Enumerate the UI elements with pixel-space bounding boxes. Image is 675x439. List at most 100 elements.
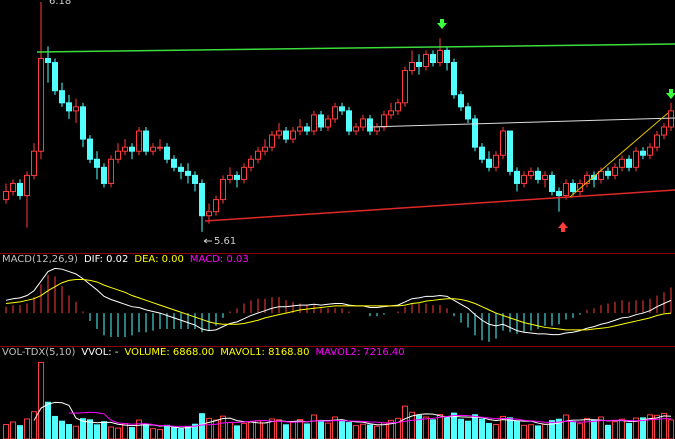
- candle-body: [150, 146, 156, 152]
- candle-body: [339, 106, 345, 112]
- candle-body: [542, 174, 548, 180]
- volume-bar: [73, 425, 79, 439]
- volume-bar: [577, 423, 583, 439]
- volume-bar: [346, 422, 352, 439]
- candle-body: [255, 150, 261, 160]
- low-label: 5.61: [214, 236, 236, 247]
- candle-body: [493, 154, 499, 168]
- volume-bar: [192, 423, 198, 439]
- price-panel: 6.18 5.61: [3, 0, 674, 247]
- volume-bar: [122, 423, 128, 439]
- candle-body: [437, 49, 443, 63]
- candle-body: [94, 158, 100, 168]
- candle-body: [430, 53, 436, 63]
- volume-bar: [227, 422, 233, 439]
- volume-bar: [115, 427, 121, 439]
- candle-body: [563, 182, 569, 197]
- volume-bar: [171, 426, 177, 439]
- trend-line: [569, 112, 669, 198]
- candle-body: [136, 130, 142, 152]
- candle-body: [549, 174, 555, 193]
- candle-body: [556, 191, 562, 197]
- volume-bar: [570, 421, 576, 439]
- candle-body: [346, 110, 352, 132]
- candle-body: [605, 170, 611, 176]
- candle-body: [423, 53, 429, 68]
- candle-body: [402, 70, 408, 104]
- candle-body: [52, 61, 58, 92]
- indicator-label: VOLUME: 6868.00: [124, 347, 214, 358]
- candle-body: [367, 118, 373, 132]
- candle-body: [598, 170, 604, 180]
- volume-bar: [472, 414, 478, 439]
- candle-body: [465, 106, 471, 120]
- candle-body: [318, 114, 324, 128]
- volume-bar: [402, 405, 408, 439]
- indicator-line: [5, 267, 672, 336]
- indicator-label: VOL-TDX(5,10): [2, 347, 75, 358]
- trend-line: [204, 189, 675, 222]
- volume-bar: [416, 415, 422, 439]
- volume-bar: [52, 415, 58, 439]
- low-pointer: [203, 238, 212, 244]
- volume-bar: [430, 419, 436, 439]
- candle-body: [570, 182, 576, 193]
- indicator-label: MACD: 0.03: [190, 254, 249, 265]
- candle-body: [304, 126, 310, 132]
- candle-body: [241, 166, 247, 180]
- candle-body: [269, 134, 275, 148]
- candle-body: [619, 158, 625, 168]
- volume-bar: [668, 419, 674, 439]
- volume-bar: [626, 422, 632, 439]
- candle-body: [101, 166, 107, 184]
- volume-bar: [311, 414, 317, 439]
- volume-bar: [185, 426, 191, 439]
- candle-body: [332, 106, 338, 120]
- candle-body: [633, 150, 639, 168]
- volume-bar: [549, 420, 555, 439]
- sell-arrow: [666, 89, 675, 99]
- candle-body: [500, 130, 506, 156]
- candle-body: [122, 146, 128, 152]
- volume-bar: [654, 414, 660, 439]
- volume-bar: [297, 419, 303, 439]
- indicator-line: [5, 279, 672, 331]
- candle-body: [668, 110, 674, 128]
- candle-body: [129, 146, 135, 152]
- volume-bar: [31, 411, 37, 439]
- candle-body: [192, 174, 198, 184]
- indicator-label: MAVOL2: 7216.40: [315, 347, 404, 358]
- volume-bar: [353, 425, 359, 439]
- volume-bar: [178, 428, 184, 439]
- volume-bar: [367, 424, 373, 439]
- volume-bar: [423, 416, 429, 439]
- candle-body: [220, 178, 226, 201]
- volume-bar: [17, 425, 23, 439]
- macd-panel: MACD(12,26,9) DIF: 0.02 DEA: 0.00 MACD: 0.0…: [2, 254, 672, 342]
- candle-body: [171, 158, 177, 168]
- candle-body: [213, 199, 219, 213]
- volume-bar: [444, 417, 450, 439]
- candle-body: [227, 174, 233, 180]
- trend-line: [369, 117, 675, 128]
- candle-body: [647, 146, 653, 156]
- volume-bar: [535, 425, 541, 439]
- candle-body: [59, 90, 65, 104]
- volume-bar: [129, 427, 135, 439]
- indicator-label: VVOL: -: [81, 347, 118, 358]
- volume-bar: [388, 419, 394, 439]
- volume-bar: [507, 417, 513, 439]
- volume-bar: [318, 421, 324, 439]
- candle-body: [283, 130, 289, 140]
- candle-body: [164, 146, 170, 160]
- candle-body: [612, 166, 618, 176]
- candle-body: [661, 126, 667, 136]
- volume-bar: [66, 424, 72, 439]
- candle-body: [262, 146, 268, 152]
- candle-body: [24, 174, 30, 197]
- candle-body: [486, 158, 492, 168]
- volume-bar: [479, 418, 485, 439]
- volume-bar: [591, 419, 597, 439]
- candle-body: [143, 130, 149, 152]
